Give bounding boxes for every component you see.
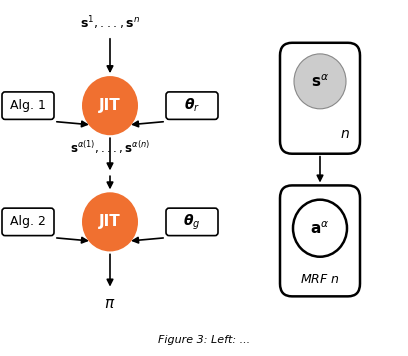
FancyBboxPatch shape — [166, 92, 218, 119]
Text: Alg. 1: Alg. 1 — [10, 99, 46, 112]
Text: Alg. 2: Alg. 2 — [10, 215, 46, 228]
Text: $n$: $n$ — [340, 127, 350, 141]
Text: $\mathbf{a}^{\alpha}$: $\mathbf{a}^{\alpha}$ — [310, 220, 330, 236]
FancyBboxPatch shape — [280, 43, 360, 154]
Text: JIT: JIT — [99, 98, 121, 113]
Text: $\boldsymbol{\theta}_g$: $\boldsymbol{\theta}_g$ — [183, 212, 201, 231]
Text: $\mathbf{s}^1,...,\mathbf{s}^n$: $\mathbf{s}^1,...,\mathbf{s}^n$ — [80, 14, 140, 32]
Text: $\boldsymbol{\theta}_r$: $\boldsymbol{\theta}_r$ — [184, 97, 200, 114]
Text: Figure 3: Left: ...: Figure 3: Left: ... — [158, 335, 250, 345]
Text: $\mathbf{s}^{\alpha}$: $\mathbf{s}^{\alpha}$ — [311, 73, 329, 90]
Circle shape — [294, 54, 346, 109]
Text: $\pi$: $\pi$ — [104, 296, 116, 311]
Circle shape — [82, 76, 138, 135]
Circle shape — [82, 192, 138, 251]
Circle shape — [293, 200, 347, 257]
Text: MRF $n$: MRF $n$ — [300, 273, 340, 286]
FancyBboxPatch shape — [2, 92, 54, 119]
FancyBboxPatch shape — [166, 208, 218, 236]
Text: $\mathbf{s}^{\alpha(1)},...,\mathbf{s}^{\alpha(n)}$: $\mathbf{s}^{\alpha(1)},...,\mathbf{s}^{… — [70, 140, 150, 156]
FancyBboxPatch shape — [2, 208, 54, 236]
Text: JIT: JIT — [99, 214, 121, 229]
FancyBboxPatch shape — [280, 185, 360, 296]
